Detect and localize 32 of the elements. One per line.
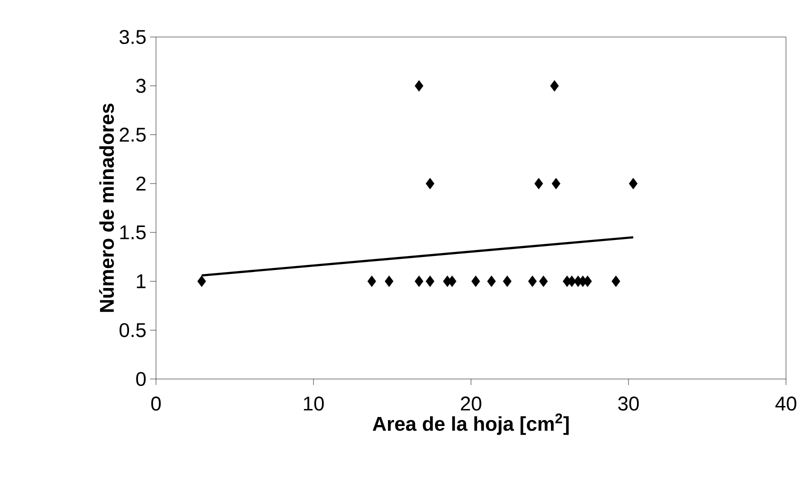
y-tick-label: 3 bbox=[136, 78, 146, 93]
point bbox=[552, 178, 560, 190]
y-tick-label: 0.5 bbox=[120, 323, 146, 338]
point bbox=[487, 276, 496, 287]
point bbox=[197, 276, 206, 287]
point bbox=[528, 276, 537, 287]
point bbox=[414, 276, 424, 287]
y-tick-label: 3.5 bbox=[120, 30, 146, 44]
point bbox=[539, 276, 548, 287]
point bbox=[414, 80, 424, 92]
y-tick-label: 2.5 bbox=[120, 128, 146, 142]
x-axis-title: Area de la hoja [cm$^{2}$] bbox=[372, 413, 569, 435]
x-tick-label: 10 bbox=[304, 396, 324, 411]
y-tick-label: 1.5 bbox=[120, 225, 146, 240]
point bbox=[426, 178, 434, 190]
point bbox=[384, 276, 394, 287]
x-tick-label: 20 bbox=[460, 396, 482, 411]
y-axis-title: Número de minadores bbox=[99, 104, 114, 312]
y-tick-label: 1 bbox=[136, 274, 146, 288]
x-tick-label: 30 bbox=[618, 396, 639, 411]
point bbox=[534, 178, 544, 190]
point bbox=[502, 276, 512, 287]
x-tick-label: 0 bbox=[151, 396, 161, 411]
point bbox=[367, 276, 376, 287]
point bbox=[550, 80, 559, 92]
point bbox=[471, 276, 480, 287]
point bbox=[426, 276, 434, 287]
y-tick-label: 2 bbox=[136, 176, 146, 191]
point bbox=[612, 276, 620, 287]
y-tick-label: 0 bbox=[136, 372, 146, 386]
point bbox=[628, 178, 638, 190]
x-tick-label: 40 bbox=[775, 396, 796, 411]
